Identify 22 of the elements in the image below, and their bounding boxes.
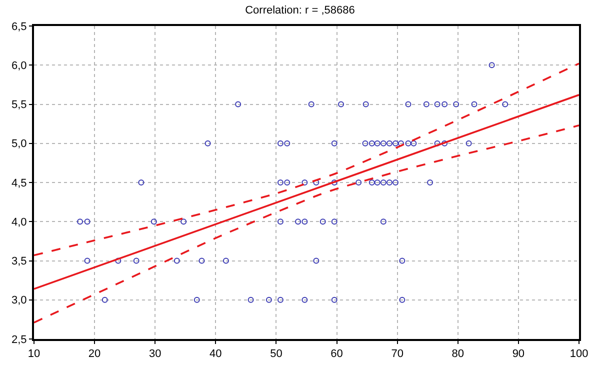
x-tick-label: 70 [391,348,404,360]
x-tick-label: 40 [210,348,222,360]
y-tick-label: 6,0 [12,60,27,72]
y-tick-label: 5,0 [12,138,27,150]
y-tick-label: 5,5 [12,99,27,112]
x-tick-label: 30 [148,348,162,360]
y-tick-label: 4,0 [12,216,27,228]
x-tick-label: 20 [88,348,101,360]
x-tick-label: 60 [330,348,343,360]
y-tick-label: 4,5 [12,177,27,190]
y-tick-label: 6,5 [12,20,27,33]
line-series [34,62,579,256]
y-tick-label: 3,5 [12,256,27,268]
y-tick-label: 3,0 [12,294,27,307]
x-tick-label: 80 [452,348,464,360]
x-tick-label: 100 [570,348,588,360]
x-tick-label: 90 [512,348,525,360]
x-tick-label: 10 [28,348,40,360]
x-tick-label: 50 [270,348,282,360]
chart-title: Correlation: r = ,58686 [245,4,355,16]
line-series [34,124,579,324]
y-tick-label: 2,5 [12,334,27,346]
